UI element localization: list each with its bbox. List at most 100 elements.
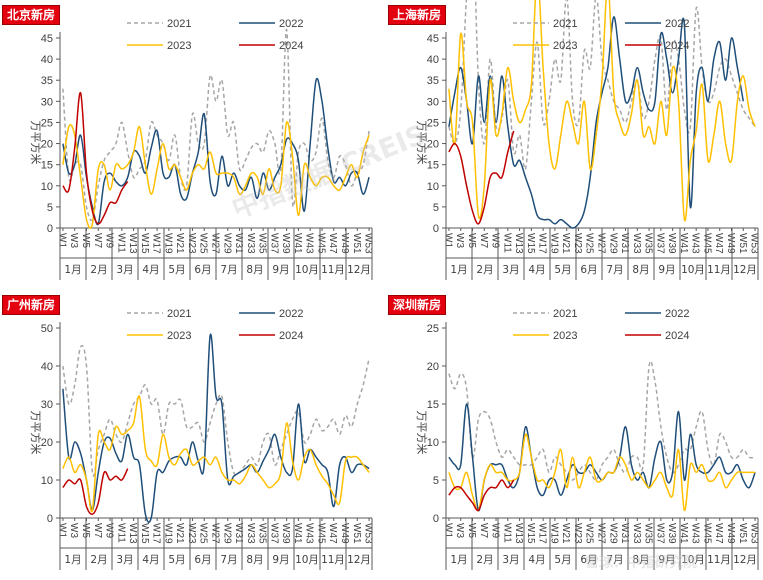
x-tick-label: W29 (221, 523, 232, 544)
x-tick-label: W41 (292, 233, 303, 254)
x-tick-label: W9 (490, 523, 501, 538)
legend-label-2022: 2022 (279, 18, 303, 30)
x-tick-label: W13 (513, 233, 524, 254)
x-tick-label: W37 (654, 233, 665, 254)
x-tick-label: W51 (351, 523, 362, 544)
x-tick-label: W3 (68, 233, 79, 248)
month-label: 8月 (246, 264, 263, 276)
month-label: 1月 (450, 554, 467, 566)
x-tick-label: W53 (363, 523, 374, 544)
x-tick-label: W11 (501, 523, 512, 543)
x-tick-label: W47 (713, 233, 724, 254)
y-tick-label: 45 (427, 33, 439, 45)
y-tick-label: 10 (41, 181, 53, 193)
x-tick-label: W39 (666, 523, 677, 544)
y-tick-label: 20 (41, 139, 53, 151)
y-tick-label: 45 (41, 33, 53, 45)
month-label: 6月 (194, 554, 211, 566)
y-tick-label: 10 (427, 181, 439, 193)
month-label: 3月 (502, 264, 519, 276)
series-line-2022 (62, 77, 370, 226)
x-tick-label: W11 (115, 523, 126, 543)
x-tick-label: W33 (245, 233, 256, 254)
month-label: 3月 (502, 554, 519, 566)
series-line-2021 (62, 28, 370, 222)
series-line-2024 (62, 468, 129, 516)
y-tick-label: 30 (427, 96, 439, 108)
month-label: 5月 (554, 554, 571, 566)
series-line-2023 (62, 121, 370, 229)
x-tick-label: W19 (162, 523, 173, 544)
x-tick-label: W23 (572, 523, 583, 544)
month-label: 1月 (64, 554, 81, 566)
month-label: 11月 (321, 264, 345, 276)
x-tick-label: W41 (292, 523, 303, 544)
legend-label-2022: 2022 (665, 18, 689, 30)
month-label: 2月 (90, 264, 107, 276)
month-label: 5月 (168, 554, 185, 566)
x-tick-label: W25 (584, 233, 595, 254)
x-tick-label: W5 (80, 233, 91, 248)
series-line-2023 (62, 395, 370, 513)
x-tick-label: W53 (749, 523, 760, 544)
x-tick-label: W3 (454, 523, 465, 538)
x-tick-label: W39 (280, 233, 291, 254)
x-tick-label: W7 (92, 233, 103, 248)
y-tick-label: 20 (427, 139, 439, 151)
y-tick-label: 30 (41, 399, 53, 411)
x-tick-label: W33 (245, 523, 256, 544)
month-label: 9月 (272, 554, 289, 566)
x-tick-label: W7 (92, 523, 103, 538)
month-label: 12月 (347, 264, 371, 276)
month-label: 7月 (220, 264, 237, 276)
x-tick-label: W23 (186, 233, 197, 254)
month-label: 10月 (681, 264, 705, 276)
x-tick-label: W43 (690, 523, 701, 544)
x-tick-label: W5 (80, 523, 91, 538)
month-label: 11月 (707, 554, 731, 566)
month-label: 8月 (246, 554, 263, 566)
month-label: 4月 (142, 264, 159, 276)
legend-label-2021: 2021 (167, 18, 191, 30)
month-label: 3月 (116, 554, 133, 566)
chart-panel-shenzhen: 深圳新房 0 5 10 15 20 25 万平方米 W1 W3 W5 W7 W9 W11 W13 W15 W1… (386, 290, 763, 580)
x-tick-label: W45 (315, 233, 326, 254)
x-tick-label: W35 (257, 523, 268, 544)
series-line-2023 (448, 433, 756, 512)
x-tick-label: W45 (701, 523, 712, 544)
month-label: 6月 (580, 264, 597, 276)
y-tick-label: 40 (41, 54, 53, 66)
x-tick-label: W9 (490, 233, 501, 248)
y-axis-title: 万平方米 (29, 121, 43, 165)
y-tick-label: 5 (433, 475, 439, 487)
series-line-2023 (448, 0, 756, 222)
x-tick-label: W29 (607, 233, 618, 254)
month-label: 11月 (321, 554, 345, 566)
y-tick-label: 35 (41, 75, 53, 87)
month-label: 10月 (295, 264, 319, 276)
x-tick-label: W47 (327, 233, 338, 254)
legend-label-2023: 2023 (167, 40, 191, 52)
y-tick-label: 15 (427, 399, 439, 411)
chart-title-guangzhou: 广州新房 (2, 295, 61, 315)
x-tick-label: W1 (442, 523, 453, 538)
legend-label-2021: 2021 (167, 308, 191, 320)
x-tick-label: W13 (513, 523, 524, 544)
legend-label-2022: 2022 (665, 308, 689, 320)
x-tick-label: W17 (537, 523, 548, 544)
month-label: 8月 (632, 264, 649, 276)
month-label: 2月 (90, 554, 107, 566)
legend-label-2021: 2021 (553, 308, 577, 320)
month-label: 9月 (658, 264, 675, 276)
x-tick-label: W17 (151, 233, 162, 254)
x-tick-label: W31 (233, 523, 244, 544)
x-tick-label: W13 (127, 233, 138, 254)
x-tick-label: W39 (280, 523, 291, 544)
y-tick-label: 0 (47, 223, 53, 235)
series-line-2022 (62, 333, 370, 523)
x-tick-label: W45 (701, 233, 712, 254)
x-tick-label: W23 (186, 523, 197, 544)
x-tick-label: W35 (643, 523, 654, 544)
chart-title-shenzhen: 深圳新房 (388, 295, 447, 315)
chart-panel-beijing: 北京新房 0 5 10 15 20 25 30 35 40 45 万平方米 W1 W3 W5 W7 W9 W11… (0, 0, 382, 290)
